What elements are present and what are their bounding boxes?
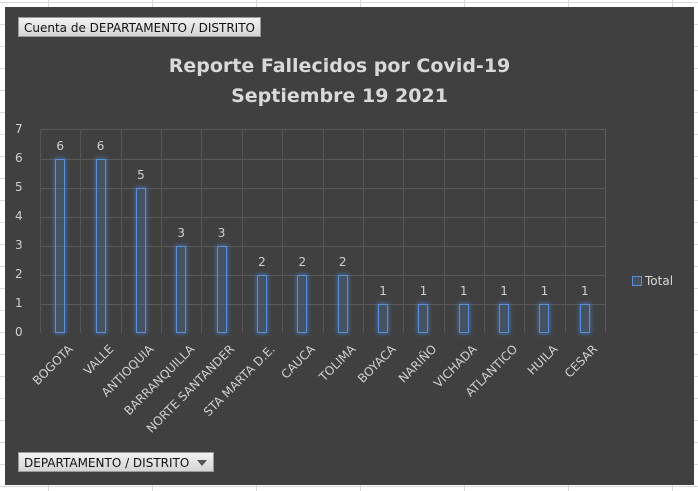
bar[interactable] [55, 159, 66, 333]
bar[interactable] [135, 188, 146, 333]
bar[interactable] [539, 304, 550, 333]
gridline-vertical [201, 130, 203, 333]
data-label: 3 [217, 226, 226, 240]
gridline-vertical [282, 130, 284, 333]
gridline-vertical [524, 130, 526, 333]
data-label: 1 [580, 284, 589, 298]
x-tick-label: BOGOTA [30, 342, 77, 388]
gridline-vertical [241, 130, 243, 333]
data-label: 1 [459, 284, 468, 298]
y-tick-label: 3 [15, 238, 23, 252]
axis-field-dropdown[interactable]: DEPARTAMENTO / DISTRITO [18, 452, 215, 472]
data-label: 6 [56, 139, 64, 153]
axis-field-label: DEPARTAMENTO / DISTRITO [24, 456, 190, 470]
bar[interactable] [176, 246, 187, 333]
x-tick-label: BARRANQUILLA [121, 342, 198, 418]
data-label: 3 [177, 226, 186, 240]
y-tick-label: 1 [15, 296, 23, 310]
y-tick-label: 7 [15, 122, 23, 136]
x-tick-label: HUILA [524, 342, 561, 378]
bar[interactable] [216, 246, 227, 333]
bar[interactable] [95, 159, 106, 333]
gridline-vertical [362, 130, 364, 333]
data-label: 2 [338, 255, 347, 269]
gridline-vertical [483, 130, 485, 333]
pivot-chart[interactable]: Cuenta de DEPARTAMENTO / DISTRITO Report… [5, 7, 694, 485]
x-tick-label: TOLIMA [316, 342, 359, 385]
plot-area[interactable]: 6 6 5 3 3 2 2 2 1 1 1 1 1 1 [40, 129, 606, 333]
gridline-vertical [443, 130, 445, 333]
value-field-button[interactable]: Cuenta de DEPARTAMENTO / DISTRITO [18, 17, 261, 37]
gridline-vertical [564, 130, 566, 333]
x-tick-label: CESAR [562, 342, 601, 381]
bar[interactable] [499, 304, 510, 333]
gridline-vertical [403, 130, 405, 333]
bar[interactable] [458, 304, 469, 333]
legend-label: Total [645, 274, 674, 288]
bar[interactable] [256, 275, 267, 333]
data-label: 1 [500, 284, 508, 298]
gridline-vertical [161, 130, 163, 333]
gridline-vertical [120, 130, 122, 333]
y-tick-label: 5 [15, 180, 23, 194]
bar[interactable] [297, 275, 308, 333]
y-tick-label: 0 [15, 325, 23, 339]
x-tick-label: BOYACA [355, 342, 399, 386]
chart-title-line1: Reporte Fallecidos por Covid-19 [168, 55, 511, 77]
chart-title-line2: Septiembre 19 2021 [231, 85, 448, 107]
x-tick-label: STA MARTA D.E. [200, 342, 278, 420]
data-label: 2 [298, 255, 307, 269]
bar[interactable] [337, 275, 348, 333]
y-tick-label: 4 [15, 209, 23, 223]
legend[interactable]: Total [632, 274, 673, 288]
bar[interactable] [378, 304, 389, 333]
bar[interactable] [418, 304, 429, 333]
data-label: 1 [540, 284, 549, 298]
data-label: 5 [137, 168, 145, 182]
data-label: 1 [379, 284, 387, 298]
bar[interactable] [579, 304, 590, 333]
x-tick-label: VALLE [80, 342, 117, 378]
gridline-vertical [80, 130, 82, 333]
gridline-vertical [40, 130, 41, 333]
data-label: 2 [258, 255, 266, 269]
data-label: 1 [419, 284, 428, 298]
x-tick-label: CAUCA [278, 342, 319, 382]
y-tick-label: 6 [15, 151, 23, 165]
data-label: 6 [96, 139, 105, 153]
gridline-vertical [322, 130, 324, 333]
y-tick-label: 2 [15, 267, 23, 281]
chevron-down-icon[interactable] [197, 460, 208, 466]
legend-swatch-icon [632, 276, 642, 286]
